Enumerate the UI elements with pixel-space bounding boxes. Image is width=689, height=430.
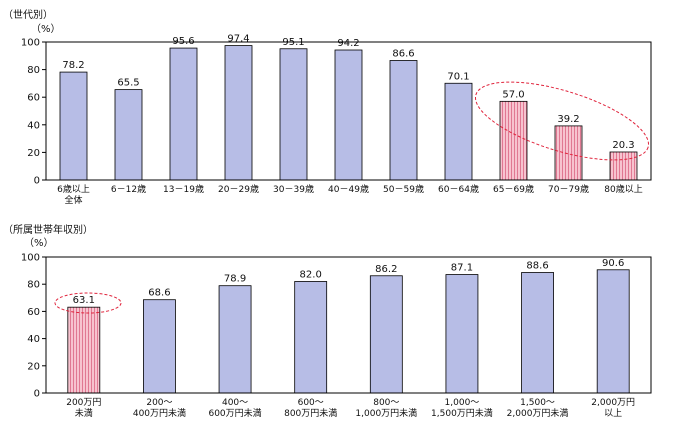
data-label: 65.5 bbox=[117, 78, 139, 89]
bar bbox=[445, 274, 479, 394]
x-tick-label: 50－59歳 bbox=[383, 183, 424, 195]
y-tick-label: 20 bbox=[27, 148, 40, 159]
bar bbox=[369, 275, 403, 394]
x-tick-label: 6－12歳 bbox=[111, 183, 146, 195]
data-label: 97.4 bbox=[227, 34, 249, 45]
x-tick-label: 80歳以上 bbox=[604, 183, 642, 195]
data-label: 70.1 bbox=[447, 71, 469, 82]
x-tick-label: 1,000万円未満 bbox=[355, 407, 417, 419]
data-label: 90.6 bbox=[602, 258, 624, 269]
x-tick-label: 70－79歳 bbox=[548, 183, 589, 195]
data-label: 87.1 bbox=[451, 263, 473, 274]
y-tick-label: 60 bbox=[27, 93, 40, 104]
chart-title: （世代別） bbox=[3, 9, 53, 21]
x-tick-label: 13－19歳 bbox=[163, 183, 204, 195]
data-label: 57.0 bbox=[502, 89, 524, 100]
bar bbox=[224, 45, 253, 181]
x-tick-label: 20－29歳 bbox=[218, 183, 259, 195]
x-tick-label: 全体 bbox=[64, 194, 82, 206]
x-tick-label: 2,000万円 bbox=[591, 397, 635, 408]
data-label: 94.2 bbox=[337, 38, 359, 49]
bar-highlighted bbox=[499, 100, 528, 181]
bar bbox=[279, 48, 308, 181]
x-tick-label: 60－64歳 bbox=[438, 183, 479, 195]
x-tick-label: 2,000万円未満 bbox=[507, 407, 569, 419]
bar bbox=[334, 49, 363, 181]
x-tick-label: 65－69歳 bbox=[493, 183, 534, 195]
y-tick-label: 40 bbox=[27, 334, 40, 345]
highlight-ellipse bbox=[474, 81, 650, 161]
x-tick-label: 600～ bbox=[298, 398, 324, 408]
data-label: 63.1 bbox=[73, 295, 95, 306]
x-tick-label: 400万円未満 bbox=[133, 407, 186, 419]
x-tick-label: 600万円未満 bbox=[208, 407, 261, 419]
data-label: 78.2 bbox=[62, 60, 84, 71]
x-tick-label: 1,500万円未満 bbox=[431, 407, 493, 419]
bar bbox=[114, 89, 143, 181]
chart-title: （所属世帯年収別） bbox=[3, 223, 93, 236]
data-label: 39.2 bbox=[557, 114, 579, 125]
y-axis-unit: （%） bbox=[31, 23, 61, 35]
y-tick-label: 20 bbox=[27, 361, 40, 372]
data-label: 20.3 bbox=[612, 140, 634, 151]
y-tick-label: 60 bbox=[27, 307, 40, 318]
bar bbox=[143, 299, 176, 394]
bar-highlighted bbox=[609, 151, 638, 181]
x-tick-label: 400～ bbox=[222, 398, 248, 408]
data-label: 82.0 bbox=[300, 269, 322, 280]
bar bbox=[218, 285, 252, 394]
data-label: 78.9 bbox=[224, 274, 246, 285]
bar bbox=[294, 281, 328, 394]
x-tick-label: 1,000～ bbox=[445, 398, 480, 408]
x-tick-label: 30－39歳 bbox=[273, 183, 314, 195]
bar bbox=[444, 82, 473, 181]
x-tick-label: 未満 bbox=[75, 407, 93, 419]
y-tick-label: 80 bbox=[27, 65, 40, 76]
y-tick-label: 100 bbox=[21, 38, 40, 49]
x-tick-label: 200万円 bbox=[66, 397, 101, 408]
x-tick-label: 200～ bbox=[146, 398, 172, 408]
x-tick-label: 40－49歳 bbox=[328, 183, 369, 195]
y-axis-unit: （%） bbox=[24, 237, 54, 249]
y-tick-label: 40 bbox=[27, 120, 40, 131]
data-label: 86.6 bbox=[392, 48, 414, 59]
bar bbox=[389, 60, 418, 181]
data-label: 68.6 bbox=[148, 288, 170, 299]
data-label: 86.2 bbox=[375, 264, 397, 275]
x-tick-label: 800～ bbox=[373, 398, 399, 408]
plot-frame bbox=[45, 256, 652, 394]
bar-highlighted bbox=[67, 306, 101, 394]
x-tick-label: 6歳以上 bbox=[57, 183, 90, 195]
bar bbox=[59, 71, 88, 181]
bar bbox=[596, 269, 630, 394]
y-tick-label: 0 bbox=[34, 176, 40, 187]
y-tick-label: 0 bbox=[34, 389, 40, 400]
x-tick-label: 800万円未満 bbox=[284, 407, 337, 419]
y-tick-label: 100 bbox=[21, 253, 40, 264]
plot-frame bbox=[45, 41, 652, 181]
y-tick-label: 80 bbox=[27, 280, 40, 291]
bar bbox=[169, 47, 198, 181]
highlight-ellipse bbox=[54, 292, 122, 314]
data-label: 88.6 bbox=[526, 261, 548, 272]
x-tick-label: 以上 bbox=[604, 408, 622, 419]
x-tick-label: 1,500～ bbox=[520, 398, 555, 408]
bar bbox=[521, 272, 554, 394]
bar-highlighted bbox=[554, 125, 583, 181]
